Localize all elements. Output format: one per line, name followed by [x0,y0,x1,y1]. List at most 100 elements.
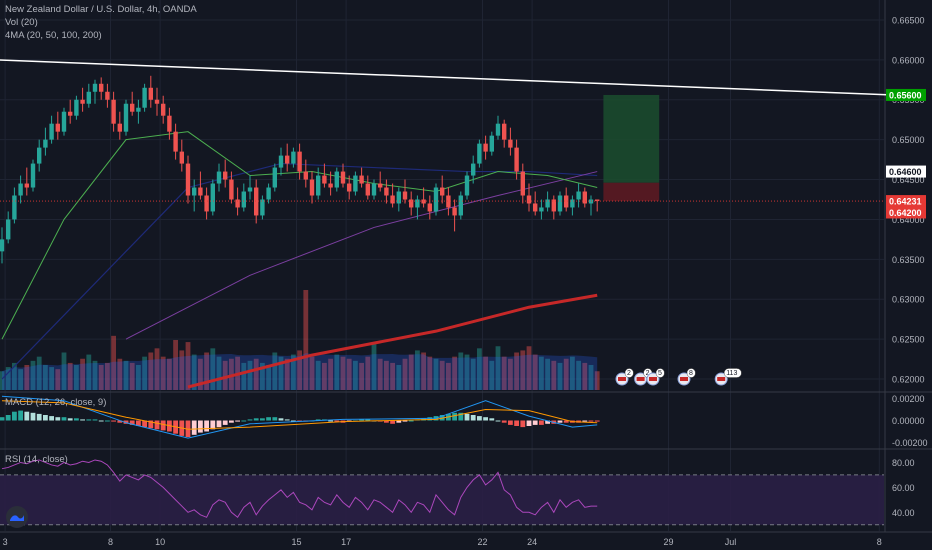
volume-bar [303,290,309,390]
rsi-axis-tick: 60.00 [892,483,915,493]
macd-histogram-bar [545,420,550,424]
volume-bar [545,358,550,390]
candle-body [185,163,191,196]
macd-histogram-bar [328,420,333,422]
macd-histogram-bar [204,420,209,432]
candle-body [402,191,408,200]
volume-bar [334,354,340,390]
event-count-badge [686,368,696,378]
candle-body [471,163,476,176]
candle-body [309,179,315,196]
candle-body [533,203,538,212]
volume-bar [216,356,222,390]
candle-body [347,183,352,192]
candle-body [74,99,79,116]
macd-histogram-bar [49,416,54,421]
macd-histogram-bar [229,420,234,423]
candle-body [551,199,556,212]
candle-body [570,199,575,208]
tradingview-logo-icon[interactable] [6,506,28,528]
macd-histogram-bar [483,417,488,421]
candle-body [353,175,358,192]
event-flag-stripe [649,377,657,381]
candle-body [446,195,451,208]
time-axis-tick: 29 [663,537,673,547]
candle-body [216,171,222,184]
macd-axis-tick: 0.00200 [892,394,925,404]
macd-histogram-bar [390,420,395,424]
volume-bar [390,362,395,390]
macd-histogram-bar [384,420,389,423]
macd-histogram-bar [396,420,402,423]
volume-bar [173,340,178,390]
macd-histogram-bar [594,420,600,422]
volume-bar [160,356,166,390]
candle-body [55,123,60,132]
macd-histogram-bar [117,420,123,423]
time-axis-tick: 17 [341,537,351,547]
volume-bar [198,358,203,390]
macd-histogram-bar [278,418,284,421]
volume-bar [464,354,470,390]
macd-line [1,395,598,439]
volume-bar [253,358,259,390]
candle-body [86,91,91,104]
candle-body [495,123,501,136]
time-axis-tick: 3 [3,537,8,547]
candle-body [440,187,445,196]
candle-body [49,123,54,140]
candle-body [229,179,234,200]
candle-body [328,183,333,188]
candle-body [539,207,544,212]
volume-bar [67,362,73,390]
event-count: 5 [658,370,662,377]
macd-axis-tick: 0.00000 [892,416,925,426]
candle-body [285,155,290,164]
candle-body [235,199,240,208]
candle-body [6,219,11,240]
candle-body [564,195,569,208]
macd-histogram-bar [154,420,160,430]
candle-body [595,199,600,202]
macd-histogram-bar [216,420,222,428]
event-flag-stripe [717,377,726,381]
volume-bar [588,365,594,390]
macd-histogram-bar [260,418,265,421]
volume-bar [86,354,92,390]
macd-axis-tick: -0.00200 [892,438,928,448]
volume-bar [477,348,482,390]
rsi-legend: RSI (14, close) [5,454,68,465]
price-axis-tick: 0.62000 [892,375,925,385]
volume-bar [483,356,488,390]
price-tag: 0.64600 [889,167,922,177]
price-tag: 0.64200 [889,208,922,218]
macd-legend: MACD (12, 26, close, 9) [5,397,107,408]
volume-bar [12,362,17,390]
candle-body [61,111,67,132]
target-zone [603,94,660,183]
macd-histogram-bar [532,420,538,425]
volume-bar [204,352,209,390]
volume-bar [520,350,526,390]
macd-histogram-bar [408,420,414,422]
ma-50-line [1,162,598,380]
candle-body [266,187,271,200]
macd-histogram-bar [588,420,594,422]
macd-histogram-bar [5,415,11,421]
volume-bar [55,369,61,390]
candle-body [458,195,463,216]
candle-body [247,187,253,192]
volume-bar [340,356,346,390]
volume-bar [291,354,296,390]
event-flag-stripe [618,377,626,381]
price-tag: 0.64231 [889,197,922,207]
volume-bar [191,354,197,390]
volume-bar [30,360,36,390]
candle-body [378,183,383,188]
volume-bar [49,367,54,390]
candle-body [161,103,166,116]
candle-body [396,191,401,204]
macd-histogram-bar [185,420,191,437]
ma-legend: 4MA (20, 50, 100, 200) [5,30,102,41]
